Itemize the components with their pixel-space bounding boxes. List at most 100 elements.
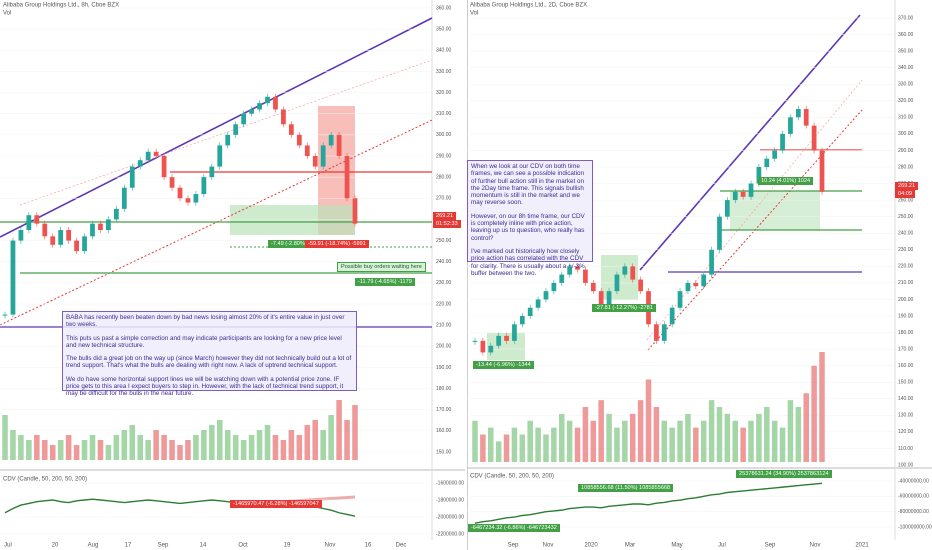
candle xyxy=(488,345,494,353)
cdv-label: CDV (Candle, 50, 200, 50, 200) xyxy=(3,477,87,483)
volume-bar xyxy=(708,400,715,462)
x-tick-label: Dec xyxy=(396,543,407,549)
y-tick-label: 280.00 xyxy=(898,164,914,170)
measure-label: -1465970.47 (-6.28%) -146597047 xyxy=(230,500,322,508)
candle xyxy=(42,223,48,237)
volume-bar xyxy=(582,407,589,462)
candle xyxy=(701,274,707,287)
y-tick-label: 330.00 xyxy=(898,82,914,88)
y-tick-label: 320.00 xyxy=(898,98,914,104)
volume-bar xyxy=(81,440,88,460)
volume-bar xyxy=(614,427,620,462)
y-tick-label: 130.00 xyxy=(898,413,914,419)
candle xyxy=(201,177,207,195)
candle xyxy=(756,167,762,184)
y-tick-label: 340.00 xyxy=(898,65,914,71)
volume-bar xyxy=(312,420,319,460)
candle xyxy=(233,124,239,135)
candle xyxy=(34,215,40,224)
volume-bar xyxy=(232,435,239,460)
candle xyxy=(113,208,119,220)
chart-title: Alibaba Group Holdings Ltd., 8h, Cboe BZ… xyxy=(3,3,119,9)
candle xyxy=(519,316,525,325)
y-tick-label: 340.00 xyxy=(436,48,452,54)
y-tick-label: 260.00 xyxy=(898,197,914,203)
volume-bar xyxy=(543,434,549,462)
note-paragraph: I've marked out historically how closely… xyxy=(471,247,585,277)
volume-bar xyxy=(177,445,183,460)
x-tick-label: Nov xyxy=(325,543,336,549)
y-tick-label: 230.00 xyxy=(898,247,914,253)
y-tick-label: 190.00 xyxy=(898,313,914,319)
volume-bar xyxy=(113,435,120,460)
x-tick-label: Oct xyxy=(238,543,248,549)
candle xyxy=(66,230,72,241)
volume-bar xyxy=(819,352,825,462)
volume-bar xyxy=(574,427,581,462)
y-tick-label: 350.00 xyxy=(436,26,452,32)
candle xyxy=(740,191,746,197)
volume-bar xyxy=(558,413,565,462)
y-tick-label: 240.00 xyxy=(436,259,452,265)
y-tick-label: -60000000.00 xyxy=(898,494,929,500)
candle xyxy=(106,219,111,230)
volume-bar xyxy=(566,420,573,462)
x-tick-label: Aug xyxy=(88,543,99,549)
candle xyxy=(153,151,159,156)
y-tick-label: 310.00 xyxy=(898,115,914,121)
candle xyxy=(82,236,87,252)
y-tick-label: 190.00 xyxy=(436,365,452,371)
candle xyxy=(90,223,95,237)
volume-bar xyxy=(764,407,770,462)
candle xyxy=(693,282,699,287)
y-tick-label: 360.00 xyxy=(898,32,914,38)
y-tick-label: 270.00 xyxy=(436,196,452,202)
candle xyxy=(685,282,691,292)
volume-bar xyxy=(161,435,167,460)
candle xyxy=(504,335,509,341)
candle xyxy=(98,223,103,230)
candle xyxy=(217,145,223,167)
candle xyxy=(296,134,302,146)
volume-bar xyxy=(811,365,817,462)
candle xyxy=(717,216,722,250)
volume-bar xyxy=(590,420,597,462)
volume-bar xyxy=(551,427,557,462)
candle xyxy=(161,156,167,178)
candle xyxy=(527,307,533,316)
y-tick-label: 290.00 xyxy=(436,153,452,159)
volume-bar xyxy=(216,420,223,460)
candle xyxy=(225,134,231,146)
measure-label: -59.91 (-18.74%) -5991 xyxy=(305,240,369,248)
candle xyxy=(496,335,502,346)
candle xyxy=(661,324,667,341)
y-tick-label: 200.00 xyxy=(898,297,914,303)
volume-label: Vol xyxy=(470,11,478,17)
candle xyxy=(328,134,334,146)
y-tick-label: 300.00 xyxy=(436,132,452,138)
candle xyxy=(26,215,32,230)
y-tick-label: 210.00 xyxy=(436,322,452,328)
volume-bar xyxy=(105,445,112,460)
candle xyxy=(344,156,350,199)
candle xyxy=(137,160,143,167)
volume-bar xyxy=(26,440,32,460)
volume-bar xyxy=(296,435,303,460)
candle xyxy=(74,240,79,252)
candle xyxy=(732,191,738,201)
x-tick-label: Jul xyxy=(4,543,12,549)
volume-bar xyxy=(503,434,510,462)
candle xyxy=(312,156,318,167)
y-tick-label: 170.00 xyxy=(898,346,914,352)
y-tick-label: -1600000.00 xyxy=(436,480,464,486)
analysis-note: BABA has recently been beaten down by ba… xyxy=(62,311,357,397)
volume-bar xyxy=(89,435,96,460)
volume-bar xyxy=(527,420,533,462)
candle xyxy=(249,109,254,114)
y-tick-label: 180.00 xyxy=(898,330,914,336)
candle xyxy=(2,314,8,316)
candle xyxy=(724,200,730,217)
y-tick-label: 370.00 xyxy=(898,15,914,21)
chart-left: Alibaba Group Holdings Ltd., 8h, Cboe BZ… xyxy=(0,0,465,550)
